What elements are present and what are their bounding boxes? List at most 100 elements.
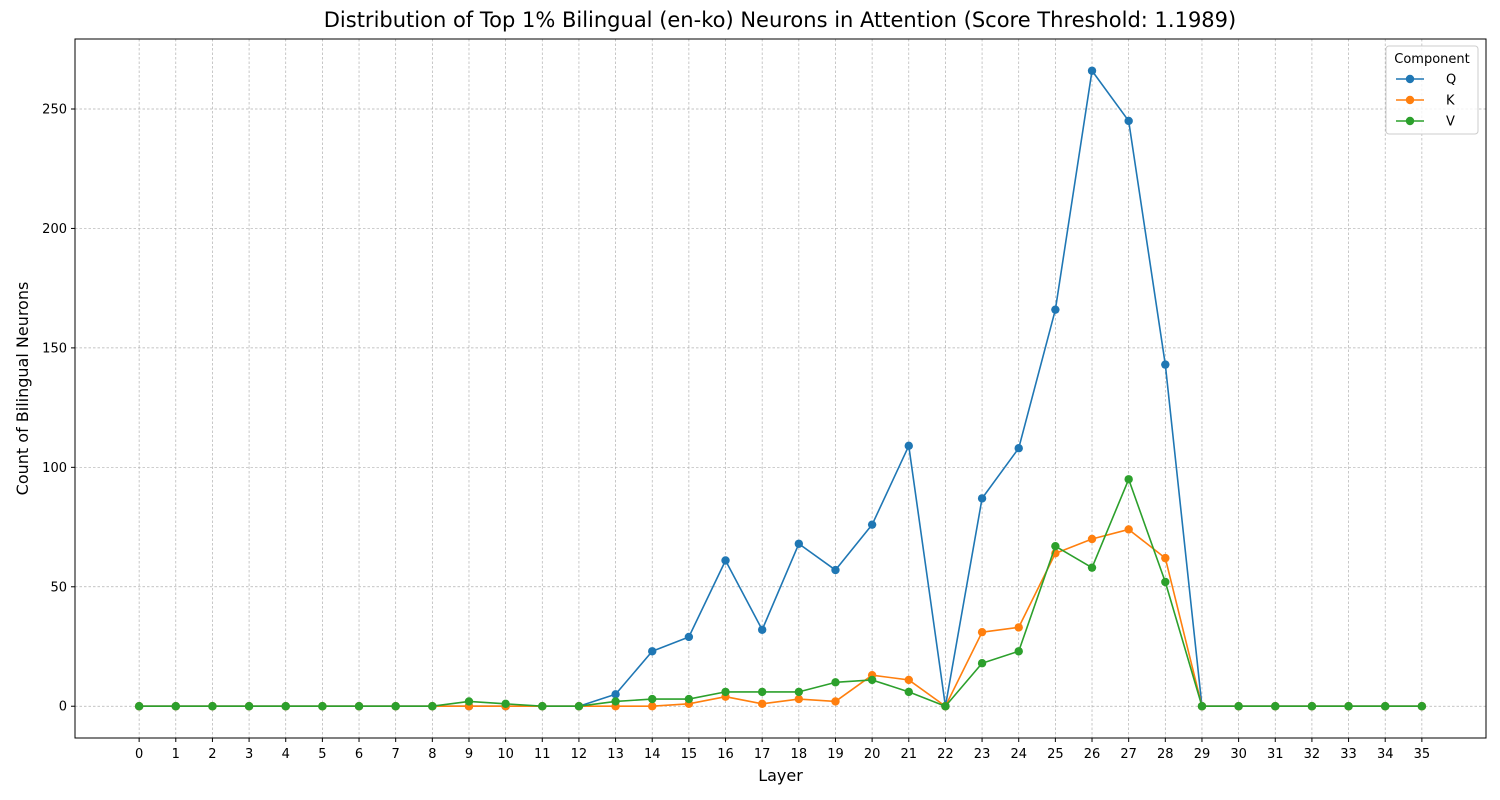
series-lines	[134, 66, 1427, 711]
series-v-point	[574, 702, 584, 711]
x-tick-label: 11	[534, 747, 551, 762]
series-v-point	[318, 702, 327, 711]
series-q-point	[648, 647, 657, 656]
y-axis-label: Count of Bilingual Neurons	[13, 282, 32, 496]
legend-q-marker	[1405, 74, 1415, 84]
series-q-point	[1124, 116, 1133, 126]
x-tick-label: 31	[1267, 747, 1284, 762]
series-v-point	[1087, 563, 1097, 572]
series-k-point	[831, 697, 840, 706]
plot-frame	[74, 38, 1487, 739]
x-tick-label: 26	[1084, 747, 1101, 762]
series-v-point	[794, 687, 804, 697]
series-v-point	[1051, 541, 1060, 551]
series-q-point	[1161, 360, 1170, 369]
x-tick-label: 17	[754, 747, 771, 762]
x-tick-label: 10	[497, 747, 514, 762]
series-v-point	[1234, 702, 1243, 711]
x-tick-label: 35	[1414, 747, 1431, 762]
series-k-point	[904, 675, 913, 685]
series-q-point	[867, 520, 877, 529]
series-v-point	[171, 702, 180, 711]
series-q-point	[1051, 305, 1060, 314]
series-v-point	[354, 702, 364, 711]
series-q-point	[721, 556, 730, 565]
y-tick-label: 100	[42, 461, 67, 476]
series-k-line	[139, 528, 1422, 708]
series-v-point	[1417, 702, 1427, 711]
series-k-point	[794, 694, 804, 704]
x-tick-label: 13	[607, 747, 624, 762]
series-v-line	[139, 478, 1422, 708]
series-v-point	[391, 702, 400, 711]
axis-ticks: 0 1 2 3 4 5 6 7 8 9 10 11 12 13 14 15 16 17 18 19 20 21 22 23 24…	[42, 102, 1430, 762]
y-tick-label: 0	[59, 700, 67, 715]
x-tick-label: 14	[644, 747, 661, 762]
series-v-point	[538, 702, 547, 711]
x-tick-label: 21	[900, 747, 917, 762]
x-tick-label: 16	[717, 747, 734, 762]
series-v-point	[1271, 702, 1280, 711]
series-v-point	[977, 659, 987, 668]
series-v-point	[1381, 702, 1390, 711]
series-v-point	[831, 678, 840, 687]
series-v-point	[904, 687, 913, 697]
grid-lines	[75, 39, 1486, 738]
y-tick-label: 50	[50, 580, 67, 595]
x-tick-label: 8	[428, 747, 436, 762]
chart-title: Distribution of Top 1% Bilingual (en-ko)…	[323, 8, 1237, 32]
series-v-point	[464, 697, 474, 706]
x-tick-label: 0	[135, 747, 143, 762]
series-q-point	[1014, 444, 1023, 453]
series-v-point	[611, 697, 620, 706]
legend: Component QKV	[1385, 45, 1479, 135]
legend-k-marker	[1405, 95, 1415, 105]
series-q-point	[977, 494, 987, 503]
series-k-point	[1087, 534, 1097, 544]
series-k-point	[648, 702, 657, 711]
series-q-point	[1087, 66, 1097, 75]
series-v-point	[648, 694, 657, 704]
series-q-line	[139, 69, 1422, 708]
legend-box	[1385, 45, 1479, 135]
series-q-point	[684, 632, 694, 642]
x-tick-label: 3	[245, 747, 253, 762]
x-tick-label: 1	[172, 747, 180, 762]
y-tick-label: 150	[42, 341, 67, 356]
series-v-point	[1197, 702, 1207, 711]
x-tick-label: 19	[827, 747, 844, 762]
x-tick-label: 29	[1194, 747, 1211, 762]
x-tick-label: 27	[1120, 747, 1137, 762]
legend-q-label: Q	[1446, 73, 1456, 88]
x-tick-label: 22	[937, 747, 954, 762]
series-q-point	[831, 565, 840, 575]
legend-k-label: K	[1446, 94, 1455, 109]
x-tick-label: 7	[392, 747, 400, 762]
series-v-point	[1014, 647, 1023, 656]
x-tick-label: 18	[791, 747, 808, 762]
series-v-point	[281, 702, 290, 711]
series-q-point	[757, 625, 767, 634]
series-v-point	[428, 702, 437, 711]
series-q-point	[611, 690, 620, 699]
x-tick-label: 24	[1010, 747, 1027, 762]
series-v-point	[208, 702, 217, 711]
x-tick-label: 23	[974, 747, 991, 762]
series-v-point	[1307, 702, 1317, 711]
series-v-point	[721, 687, 730, 697]
series-k-point	[977, 627, 987, 637]
series-v-point	[1161, 577, 1170, 587]
x-tick-label: 33	[1340, 747, 1357, 762]
x-tick-label: 6	[355, 747, 363, 762]
series-v-point	[941, 702, 950, 711]
x-tick-label: 5	[318, 747, 326, 762]
x-tick-label: 32	[1304, 747, 1321, 762]
series-v-point	[867, 675, 877, 685]
series-k-point	[1161, 553, 1170, 563]
x-tick-label: 30	[1230, 747, 1247, 762]
legend-title: Component	[1394, 52, 1469, 67]
series-q-point	[794, 539, 804, 548]
y-tick-label: 250	[42, 102, 67, 117]
x-tick-label: 4	[282, 747, 290, 762]
